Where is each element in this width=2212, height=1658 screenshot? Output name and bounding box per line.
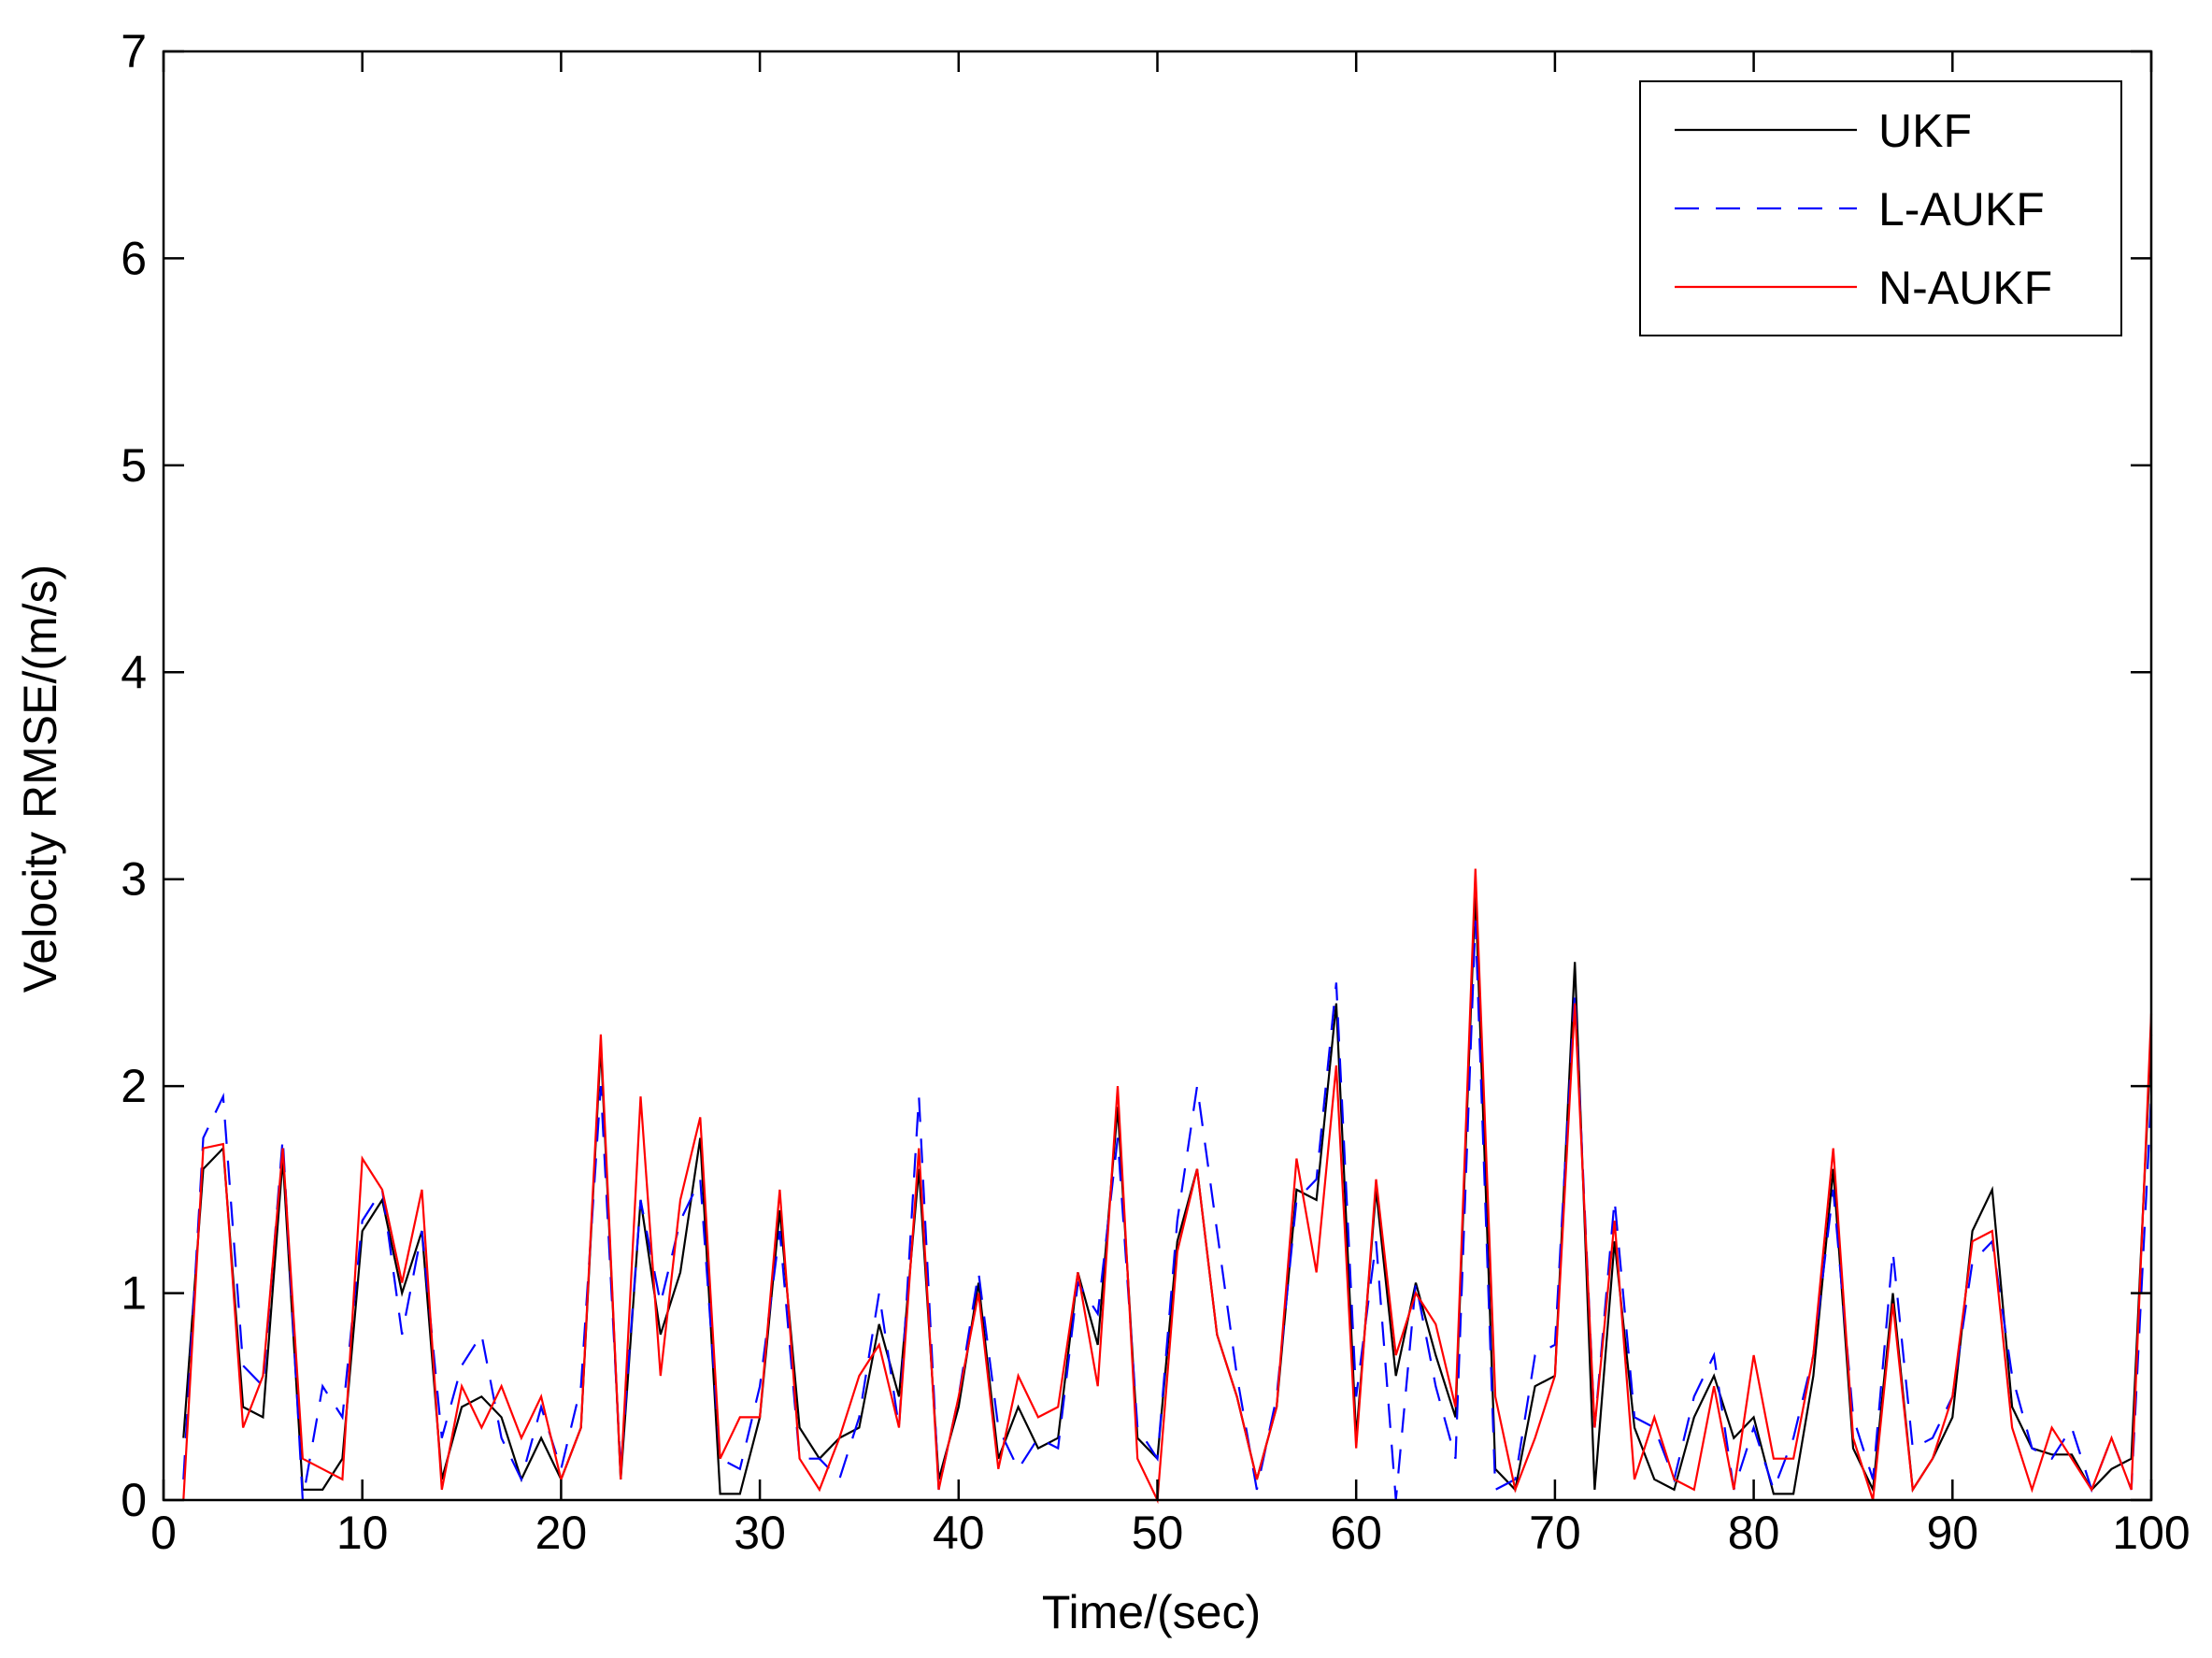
legend-label-n-aukf: N-AUKF: [1878, 262, 2052, 314]
y-tick-label: 0: [121, 1474, 147, 1526]
y-tick-label: 1: [121, 1267, 147, 1320]
x-tick-label: 80: [1728, 1507, 1780, 1559]
y-axis-label: Velocity RMSE/(m/s): [14, 565, 66, 993]
x-tick-label: 30: [734, 1507, 786, 1559]
x-tick-label: 90: [1926, 1507, 1978, 1559]
legend-label-ukf: UKF: [1878, 105, 1972, 157]
x-tick-label: 50: [1132, 1507, 1184, 1559]
x-axis-label: Time/(sec): [1042, 1586, 1261, 1638]
x-tick-label: 60: [1330, 1507, 1382, 1559]
legend: UKF L-AUKF N-AUKF: [1639, 80, 2122, 336]
y-tick-label: 6: [121, 232, 147, 284]
legend-label-l-aukf: L-AUKF: [1878, 183, 2045, 236]
y-tick-label: 5: [121, 439, 147, 492]
x-tick-label: 100: [2112, 1507, 2190, 1559]
axes-layer: 0 10 20 30 40 50 60 70 80 90 100 0 1 2 3 4 5 6 7: [121, 25, 2191, 1559]
x-tick-label: 10: [336, 1507, 389, 1559]
series-line-n-aukf: [182, 868, 2153, 1505]
series-layer: [182, 868, 2153, 1505]
y-tick-label: 4: [121, 646, 147, 698]
x-tick-label: 20: [535, 1507, 588, 1559]
y-tick-label: 7: [121, 25, 147, 78]
y-tick-label: 3: [121, 853, 147, 906]
y-tick-label: 2: [121, 1060, 147, 1112]
x-tick-label: 40: [933, 1507, 985, 1559]
x-tick-label: 70: [1529, 1507, 1581, 1559]
series-line-l-aukf: [182, 920, 2153, 1501]
x-tick-label: 0: [150, 1507, 177, 1559]
